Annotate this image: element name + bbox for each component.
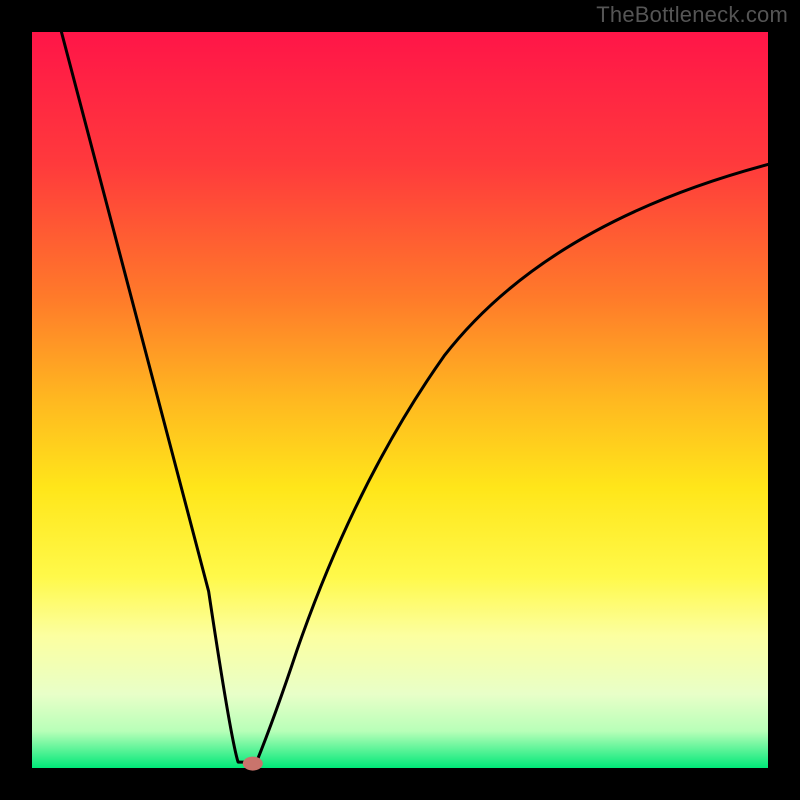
bottleneck-chart bbox=[0, 0, 800, 800]
watermark-text: TheBottleneck.com bbox=[596, 2, 788, 28]
plot-background bbox=[32, 32, 768, 768]
chart-container: TheBottleneck.com bbox=[0, 0, 800, 800]
optimal-point-marker bbox=[243, 757, 263, 771]
